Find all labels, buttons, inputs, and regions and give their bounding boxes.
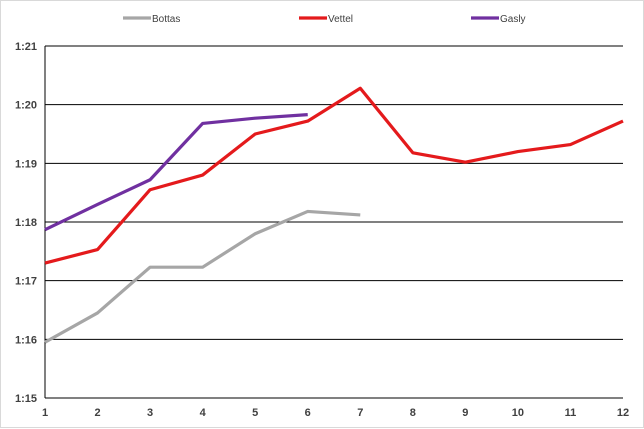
y-axis-ticks: 1:15 1:16 1:17 1:18 1:19 1:20 1:21 xyxy=(15,41,37,405)
x-tick-label: 2 xyxy=(94,407,100,419)
gridlines xyxy=(45,45,623,340)
x-tick-label: 1 xyxy=(42,407,48,419)
x-tick-label: 10 xyxy=(512,407,524,419)
series-line-vettel xyxy=(44,86,624,265)
y-tick-label: 1:21 xyxy=(15,41,37,53)
y-tick-label: 1:17 xyxy=(15,276,37,288)
x-tick-label: 8 xyxy=(410,407,416,419)
y-tick-label: 1:15 xyxy=(15,393,37,405)
x-axis-ticks: 1 2 3 4 5 6 7 8 9 10 11 12 xyxy=(42,407,629,419)
x-tick-label: 9 xyxy=(462,407,468,419)
x-tick-label: 3 xyxy=(147,407,153,419)
x-tick-label: 12 xyxy=(617,407,629,419)
x-tick-label: 5 xyxy=(252,407,258,419)
legend-label-vettel: Vettel xyxy=(328,14,353,25)
x-tick-label: 4 xyxy=(200,407,207,419)
legend-label-bottas: Bottas xyxy=(152,14,180,25)
series-line-gasly xyxy=(44,113,308,232)
legend-label-gasly: Gasly xyxy=(500,14,526,25)
x-tick-label: 6 xyxy=(305,407,311,419)
y-tick-label: 1:18 xyxy=(15,217,37,229)
axes xyxy=(44,46,623,399)
y-tick-label: 1:16 xyxy=(15,334,37,346)
y-tick-label: 1:20 xyxy=(15,100,37,112)
x-tick-label: 7 xyxy=(357,407,363,419)
series-line-bottas xyxy=(44,209,361,344)
series-lines xyxy=(44,86,624,344)
legend: Bottas Vettel Gasly xyxy=(123,14,526,25)
x-tick-label: 11 xyxy=(565,407,577,419)
y-tick-label: 1:19 xyxy=(15,158,37,170)
